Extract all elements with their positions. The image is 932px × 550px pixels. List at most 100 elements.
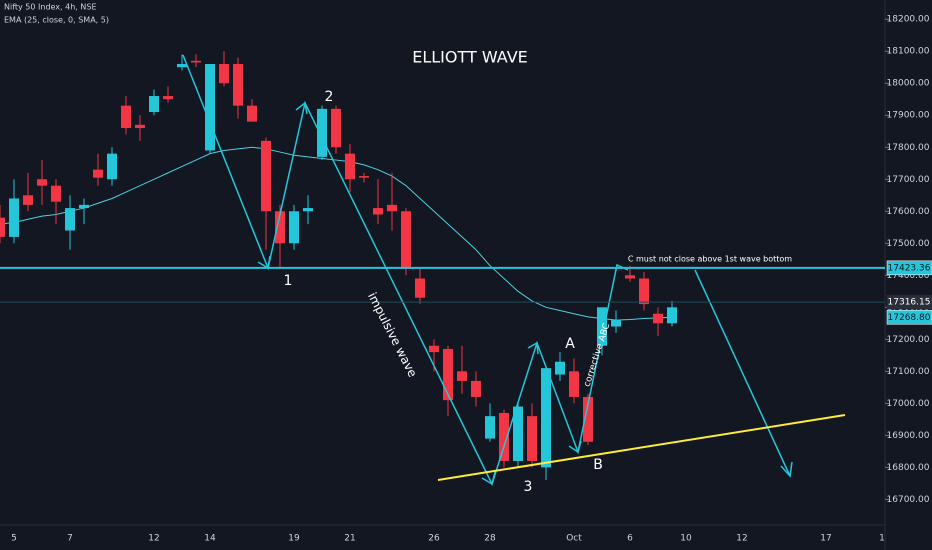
x-tick-label: 14: [204, 534, 216, 544]
annotation: 2: [325, 89, 334, 105]
annotation: B: [593, 457, 603, 473]
ema-line: [0, 146, 673, 321]
x-tick-label: 26: [428, 534, 440, 544]
price-label: 17423.36: [888, 263, 931, 273]
candle-body: [345, 153, 355, 180]
y-tick-label: 17600.00: [887, 207, 930, 217]
annotation: 1: [284, 273, 293, 289]
arrow-head: [527, 341, 539, 355]
candle-body: [163, 96, 173, 100]
candle-body: [611, 320, 621, 327]
candle-body: [555, 361, 565, 375]
chart-title: ELLIOTT WAVE: [412, 48, 528, 67]
candle-body: [401, 211, 411, 269]
candle-body: [485, 416, 495, 439]
candle-body: [135, 124, 145, 129]
x-tick-label: 6: [627, 534, 633, 544]
candle-body: [177, 64, 187, 68]
candle-body: [317, 108, 327, 157]
candle-body: [667, 307, 677, 324]
candle-body: [37, 179, 47, 186]
candle-body: [121, 105, 131, 129]
candle-body: [191, 60, 201, 63]
trend-line: [437, 414, 846, 481]
candle-body: [275, 211, 285, 244]
candle-body: [471, 380, 481, 397]
candle-body: [289, 211, 299, 244]
x-tick-label: 1: [879, 534, 885, 544]
candle-body: [639, 278, 649, 305]
y-tick-label: 18200.00: [887, 15, 930, 25]
y-tick-label: 17400.00: [887, 271, 930, 281]
candle-body: [443, 348, 453, 401]
candle-body: [79, 204, 89, 209]
candle-body: [149, 96, 159, 113]
candle-body: [219, 64, 229, 84]
candle-body: [513, 406, 523, 461]
y-tick-label: 17900.00: [887, 111, 930, 121]
candle-body: [625, 275, 635, 279]
y-tick-label: 16700.00: [887, 495, 930, 505]
candle-body: [331, 108, 341, 148]
candle-body: [107, 153, 117, 180]
candle-body: [457, 371, 467, 381]
x-tick-label: Oct: [566, 534, 582, 544]
x-tick-label: 19: [288, 534, 300, 544]
candle-body: [527, 416, 537, 461]
y-tick-label: 16800.00: [887, 463, 930, 473]
plot-area: [0, 51, 677, 481]
indicator-label: EMA (25, close, 0, SMA, 5): [4, 16, 109, 25]
candle-body: [597, 307, 607, 346]
wave-drawing: [182, 54, 793, 487]
y-tick-label: 17200.00: [887, 335, 930, 345]
x-tick-label: 12: [148, 534, 159, 544]
candle-body: [499, 412, 509, 461]
symbol-label: Nifty 50 Index, 4h, NSE: [4, 3, 97, 12]
candle-body: [359, 176, 369, 178]
x-tick-label: 21: [344, 534, 355, 544]
y-tick-label: 18000.00: [887, 79, 930, 89]
y-tick-label: 16900.00: [887, 431, 930, 441]
x-tick-label: 7: [67, 534, 73, 544]
candle-body: [569, 371, 579, 397]
candle-body: [93, 169, 103, 178]
arrow-head: [780, 461, 793, 478]
arrow-head: [568, 440, 582, 454]
candle-body: [205, 64, 215, 151]
arrow-head: [481, 471, 496, 486]
candle-body: [541, 368, 551, 468]
annotation: C must not close above 1st wave bottom: [628, 255, 792, 264]
candle-body: [429, 345, 439, 353]
annotation: 3: [524, 479, 533, 495]
candle-body: [303, 208, 313, 212]
candle-body: [233, 64, 243, 106]
y-tick-label: 18100.00: [887, 47, 930, 57]
price-label: 17268.80: [888, 313, 931, 323]
price-label: 17316.15: [888, 298, 931, 308]
candle-body: [387, 204, 397, 212]
price-label-box: [886, 260, 932, 276]
candle-body: [65, 208, 75, 231]
y-tick-label: 17100.00: [887, 367, 930, 377]
y-tick-label: 17700.00: [887, 175, 930, 185]
x-tick-label: 5: [11, 534, 17, 544]
price-label-box: [886, 310, 932, 325]
candle-body: [373, 208, 383, 215]
wave-path: [182, 54, 629, 487]
x-tick-label: 10: [680, 534, 692, 544]
annotation: A: [565, 336, 575, 352]
candle-body: [415, 278, 425, 298]
candle-body: [261, 140, 271, 212]
x-tick-label: 17: [820, 534, 831, 544]
candle-body: [51, 185, 61, 202]
candle-body: [9, 198, 19, 237]
price-label-box: [886, 294, 932, 310]
y-tick-label: 17500.00: [887, 239, 930, 249]
x-tick-label: 28: [484, 534, 496, 544]
y-tick-label: 17000.00: [887, 399, 930, 409]
y-tick-label: 17800.00: [887, 143, 930, 153]
candle-body: [247, 105, 257, 122]
x-tick-label: 12: [736, 534, 747, 544]
